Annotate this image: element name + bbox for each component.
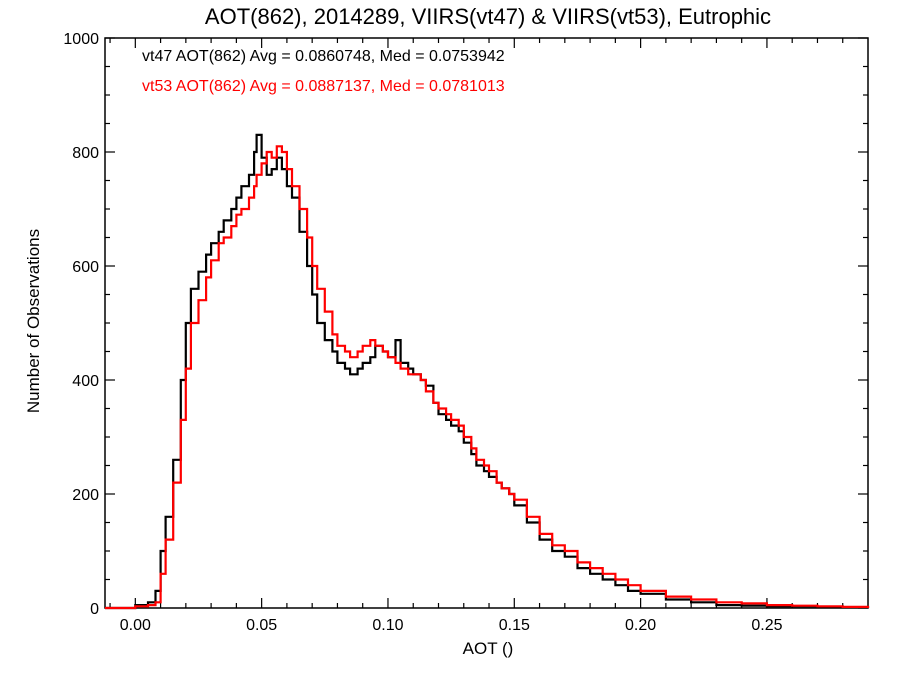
plot-frame — [104, 37, 869, 609]
y-tick-label: 400 — [72, 373, 99, 390]
x-tick-label: 0.00 — [120, 617, 151, 634]
x-tick-label: 0.25 — [751, 617, 782, 634]
x-tick-label: 0.15 — [499, 617, 530, 634]
legend-entry-vt47: vt47 AOT(862) Avg = 0.0860748, Med = 0.0… — [142, 48, 505, 65]
chart-title: AOT(862), 2014289, VIIRS(vt47) & VIIRS(v… — [205, 4, 771, 29]
x-tick-label: 0.20 — [625, 617, 656, 634]
y-tick-label: 0 — [90, 601, 99, 618]
y-axis-label: Number of Observations — [24, 229, 43, 413]
y-tick-label: 1000 — [63, 31, 99, 48]
x-tick-label: 0.10 — [372, 617, 403, 634]
y-tick-label: 200 — [72, 487, 99, 504]
series-line-vt47 — [105, 133, 870, 610]
x-axis-label: AOT () — [463, 639, 514, 658]
axis-ticks: 0.00 0.05 0.10 0.15 0.20 0.25 0 200 400 600 800 100… — [63, 31, 868, 634]
y-tick-label: 800 — [72, 145, 99, 162]
series-line-vt53 — [105, 145, 870, 610]
legend-entry-vt53: vt53 AOT(862) Avg = 0.0887137, Med = 0.0… — [142, 78, 505, 95]
x-tick-label: 0.05 — [246, 617, 277, 634]
series-lines — [105, 133, 870, 610]
y-tick-label: 600 — [72, 259, 99, 276]
